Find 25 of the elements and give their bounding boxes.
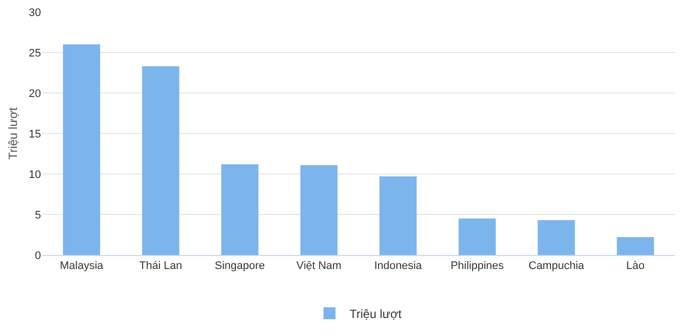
x-tick-label: Việt Nam: [296, 260, 342, 272]
bar: [62, 44, 100, 255]
bar: [458, 218, 496, 255]
legend-label: Triệu lượt: [350, 306, 402, 321]
bar: [379, 176, 417, 255]
x-tick-label: Indonesia: [374, 260, 423, 272]
y-tick-label: 0: [34, 250, 41, 262]
y-tick-label: 5: [34, 209, 41, 222]
bar: [616, 237, 654, 255]
y-tick-label: 25: [28, 47, 41, 60]
x-tick-label: Malaysia: [60, 260, 104, 272]
bar: [538, 220, 575, 255]
x-tick-label: Campuchia: [528, 260, 586, 272]
y-tick-label: 15: [28, 128, 41, 140]
x-tick-label: Lào: [626, 260, 645, 272]
y-tick-label: 20: [28, 88, 41, 100]
x-tick-label: Philippines: [450, 260, 504, 272]
y-tick-label: 30: [28, 6, 41, 19]
x-tick-label: Thái Lan: [139, 260, 182, 272]
bar: [221, 164, 258, 255]
y-tick-label: 10: [28, 168, 41, 181]
bar: [142, 66, 180, 255]
y-axis-title: Triệu lượt: [6, 106, 20, 160]
bar: [300, 165, 338, 255]
x-tick-label: Singapore: [214, 260, 265, 272]
